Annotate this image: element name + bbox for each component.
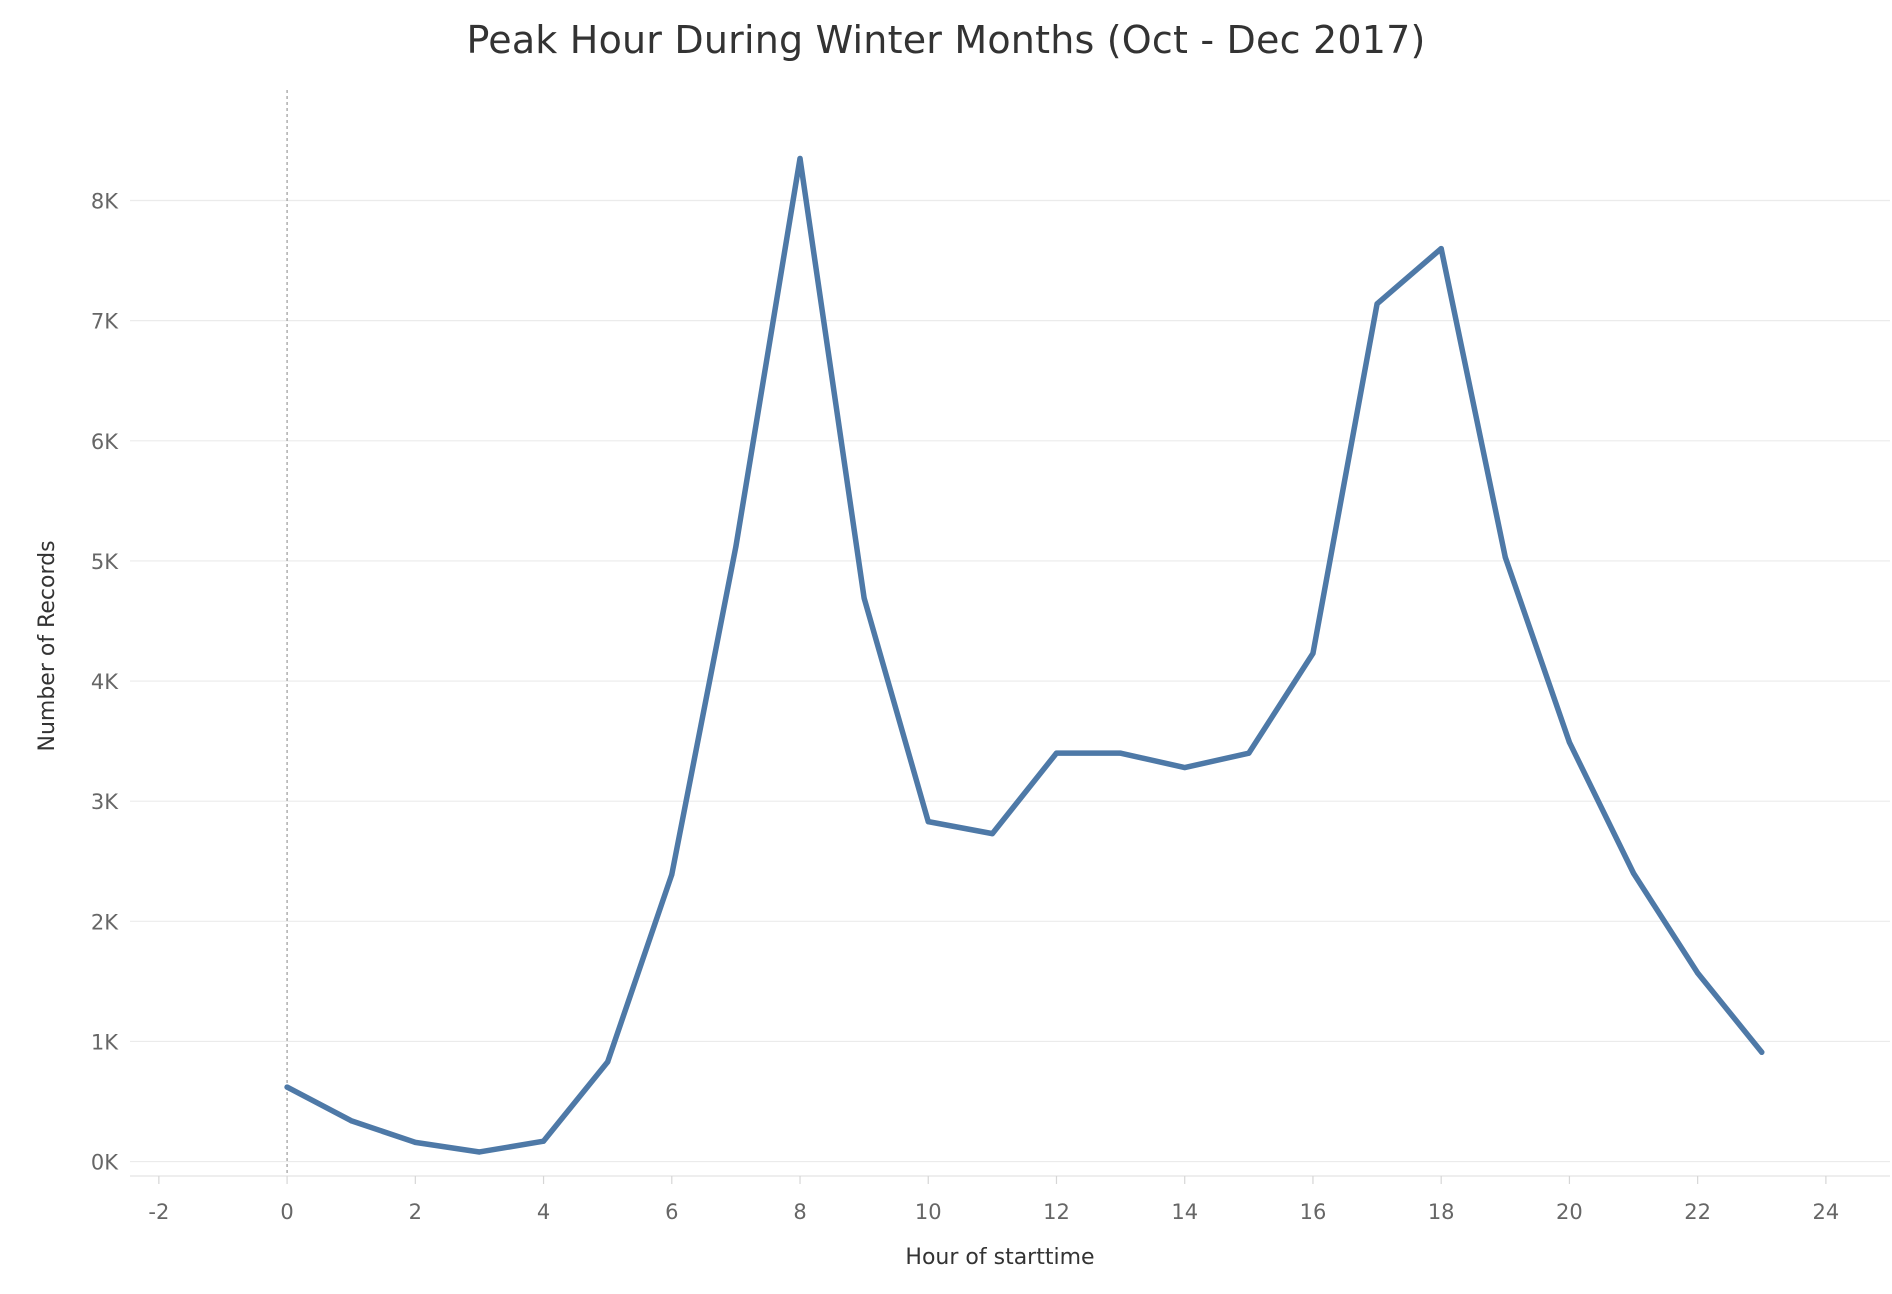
data-point — [284, 1084, 290, 1090]
data-point — [1502, 554, 1508, 560]
data-point — [797, 155, 803, 162]
x-tick-label: 8 — [793, 1200, 806, 1224]
data-point — [1630, 870, 1637, 876]
chart-title: Peak Hour During Winter Months (Oct - De… — [466, 18, 1426, 62]
x-tick-label: 2 — [409, 1200, 422, 1224]
data-point — [540, 1138, 547, 1144]
y-tick-label: 7K — [91, 310, 119, 334]
gridlines — [130, 199, 1890, 1163]
data-point — [1246, 750, 1252, 756]
data-point — [1759, 1049, 1765, 1055]
data-point — [733, 543, 739, 550]
data-point — [476, 1149, 483, 1155]
data-point — [348, 1118, 354, 1124]
y-tick-label: 4K — [91, 670, 119, 694]
data-point — [1310, 650, 1316, 657]
x-tick-label: 10 — [915, 1200, 942, 1224]
y-tick-label: 6K — [91, 430, 119, 454]
data-point — [1182, 764, 1188, 771]
data-point — [1695, 970, 1701, 976]
x-tick-label: -2 — [148, 1200, 169, 1224]
y-tick-label: 2K — [91, 910, 119, 934]
x-tick-label: 12 — [1043, 1200, 1070, 1224]
data-point — [861, 595, 867, 601]
y-tick-label: 1K — [91, 1030, 119, 1054]
series-layer — [284, 155, 1765, 1155]
data-point — [1438, 245, 1444, 252]
y-axis-ticks: 0K 1K 2K 3K 4K 5K 6K 7K 8K — [91, 190, 119, 1175]
x-tick-label: 6 — [665, 1200, 678, 1224]
data-point — [925, 819, 931, 825]
data-point — [1374, 301, 1380, 307]
data-point — [1118, 750, 1124, 756]
axes — [130, 90, 1890, 1177]
data-point — [669, 871, 675, 878]
x-tick-label: 24 — [1813, 1200, 1840, 1224]
data-point — [1566, 739, 1573, 745]
y-tick-label: 3K — [91, 790, 119, 814]
data-point — [1053, 750, 1060, 756]
series-line — [284, 155, 1765, 1155]
x-axis-ticks: -2 0 2 4 6 8 10 12 14 16 18 20 22 24 — [148, 1176, 1839, 1224]
y-tick-label: 0K — [91, 1151, 119, 1175]
x-tick-label: 14 — [1171, 1200, 1198, 1224]
x-tick-label: 16 — [1300, 1200, 1327, 1224]
x-tick-label: 18 — [1428, 1200, 1455, 1224]
x-tick-label: 20 — [1556, 1200, 1583, 1224]
y-axis-title: Number of Records — [35, 540, 60, 751]
x-axis-title: Hour of starttime — [905, 1245, 1094, 1270]
data-point — [412, 1139, 418, 1145]
x-tick-label: 0 — [280, 1200, 293, 1224]
data-point — [989, 831, 995, 837]
y-tick-label: 8K — [91, 190, 119, 214]
x-tick-label: 4 — [537, 1200, 550, 1224]
data-point — [605, 1059, 611, 1065]
x-tick-label: 22 — [1684, 1200, 1711, 1224]
y-tick-label: 5K — [91, 550, 119, 574]
